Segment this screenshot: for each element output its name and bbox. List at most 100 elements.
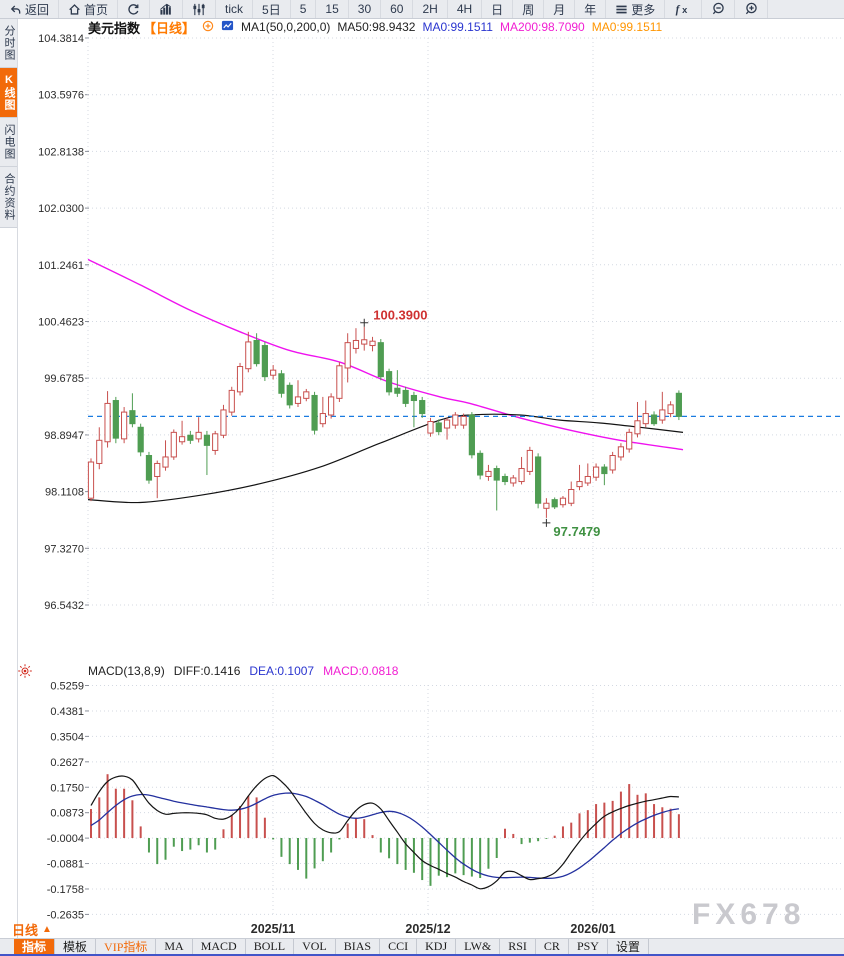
home-icon	[68, 3, 81, 16]
macd-diff-line	[90, 774, 679, 890]
toolbar-button-chart-type-candles[interactable]	[183, 0, 217, 18]
ma-settings: MA1(50,0,200,0)	[241, 20, 331, 34]
svg-text:0.3504: 0.3504	[50, 731, 84, 743]
toolbar-button-more[interactable]: 更多	[606, 0, 666, 18]
tab-kdj[interactable]: KDJ	[417, 939, 457, 954]
svg-text:-0.1758: -0.1758	[47, 884, 84, 896]
tab-macd[interactable]: MACD	[193, 939, 246, 954]
tab-templates[interactable]: 模板	[55, 939, 97, 954]
svg-text:2025/12: 2025/12	[405, 922, 450, 936]
ma50-value: MA50:98.9432	[337, 20, 416, 34]
svg-text:-0.0004: -0.0004	[47, 833, 84, 845]
toolbar-button-period-tick[interactable]: tick	[216, 0, 254, 18]
toolbar-button-label: 首页	[84, 2, 109, 17]
svg-text:0.4381: 0.4381	[50, 706, 84, 718]
indicator-settings-icon[interactable]	[17, 663, 33, 679]
tab-vip-indicators[interactable]: VIP指标	[96, 939, 157, 954]
toolbar-button-label: 日	[491, 2, 504, 17]
svg-text:f: f	[676, 4, 681, 16]
toolbar-button-period-week[interactable]: 周	[513, 0, 545, 18]
current-period-selector[interactable]: 日线 ▲	[12, 920, 52, 939]
annotations: 100.3900 97.7479	[360, 308, 600, 539]
ma0-value-orange: MA0:99.1511	[591, 20, 663, 34]
sidebar-item-contract-info[interactable]: 合约资料	[0, 167, 17, 228]
toolbar-button-zoom-in[interactable]	[735, 0, 769, 18]
area-chart-icon	[159, 3, 173, 16]
toolbar-button-zoom-out[interactable]	[702, 0, 736, 18]
tab-cci[interactable]: CCI	[380, 939, 418, 954]
svg-text:100.3900: 100.3900	[373, 308, 427, 323]
toolbar-button-period-4h[interactable]: 4H	[448, 0, 483, 18]
toolbar-button-label: 5	[299, 2, 307, 16]
current-period-label: 日线	[12, 923, 39, 938]
tab-vol[interactable]: VOL	[294, 939, 336, 954]
svg-text:x: x	[682, 5, 688, 15]
svg-text:2026/01: 2026/01	[570, 922, 615, 936]
tab-psy[interactable]: PSY	[569, 939, 608, 954]
toolbar-button-period-day[interactable]: 日	[482, 0, 514, 18]
toolbar-button-back[interactable]: 返回	[0, 0, 60, 18]
menu-icon	[615, 3, 628, 16]
svg-text:0.5259: 0.5259	[50, 680, 84, 692]
toolbar-button-period-30[interactable]: 30	[349, 0, 382, 18]
svg-text:102.0300: 102.0300	[38, 203, 84, 215]
toolbar-button-period-15[interactable]: 15	[316, 0, 349, 18]
line-chart-icon[interactable]	[221, 19, 234, 35]
sidebar-item-lightning-chart[interactable]: 闪电图	[0, 118, 17, 167]
ma0-value-blue: MA0:99.1511	[422, 20, 493, 34]
toolbar-button-period-2h[interactable]: 2H	[413, 0, 448, 18]
macd-histogram	[90, 774, 680, 886]
indicator-tabbar: 指标 模板 VIP指标 MA MACD BOLL VOL BIAS CCI KDJ LW& RSI CR…	[0, 938, 844, 956]
x-axis-labels: 2025/11 2025/12 2026/01	[251, 922, 616, 936]
toolbar-button-label: 月	[553, 2, 566, 17]
macd-header: MACD(13,8,9) DIFF:0.1416 DEA:0.1007 MACD…	[88, 664, 398, 678]
tab-boll[interactable]: BOLL	[246, 939, 295, 954]
toolbar-button-label: 5日	[262, 2, 281, 17]
tab-rsi[interactable]: RSI	[500, 939, 536, 954]
candles-icon	[192, 3, 206, 16]
period-label: 【日线】	[143, 20, 196, 36]
tab-bias[interactable]: BIAS	[336, 939, 381, 954]
toolbar-button-period-year[interactable]: 年	[575, 0, 607, 18]
add-circle-icon[interactable]	[202, 20, 214, 35]
zoom-in-icon	[744, 2, 758, 16]
watermark: FX678	[692, 898, 806, 931]
candles	[87, 326, 682, 518]
refresh-icon	[127, 3, 140, 16]
toolbar-button-label: 30	[357, 2, 372, 16]
back-icon	[9, 3, 22, 16]
svg-text:97.3270: 97.3270	[44, 543, 84, 555]
zoom-out-icon	[711, 2, 725, 16]
toolbar-button-home[interactable]: 首页	[59, 0, 119, 18]
svg-text:99.6785: 99.6785	[44, 373, 84, 385]
svg-text:-0.0881: -0.0881	[47, 859, 84, 871]
toolbar-button-period-5d[interactable]: 5日	[253, 0, 291, 18]
tab-settings[interactable]: 设置	[608, 939, 649, 954]
tab-cr[interactable]: CR	[536, 939, 569, 954]
tab-lwr[interactable]: LW&	[456, 939, 501, 954]
svg-text:0.0873: 0.0873	[50, 808, 84, 820]
toolbar-button-period-5[interactable]: 5	[291, 0, 317, 18]
svg-text:0.1750: 0.1750	[50, 782, 84, 794]
toolbar-button-period-month[interactable]: 月	[544, 0, 576, 18]
toolbar-button-chart-type-area[interactable]	[150, 0, 184, 18]
toolbar-button-label: 60	[390, 2, 404, 16]
tab-ma[interactable]: MA	[156, 939, 193, 954]
toolbar-button-label: 周	[522, 2, 535, 17]
svg-text:102.8138: 102.8138	[38, 146, 84, 158]
tab-indicators[interactable]: 指标	[14, 939, 56, 954]
sidebar-item-time-chart[interactable]: 分时图	[0, 19, 17, 68]
toolbar-button-period-60[interactable]: 60	[381, 0, 414, 18]
toolbar-button-refresh[interactable]	[118, 0, 151, 18]
svg-text:98.8947: 98.8947	[44, 430, 84, 442]
toolbar-button-label: tick	[225, 2, 244, 16]
dea-value: DEA:0.1007	[249, 664, 315, 678]
macd-value: MACD:0.0818	[323, 664, 399, 678]
svg-text:-0.2635: -0.2635	[47, 909, 84, 921]
toolbar-button-label: 2H	[422, 2, 438, 16]
sidebar-item-kline-chart[interactable]: K线图	[0, 68, 17, 118]
diff-value: DIFF:0.1416	[173, 664, 241, 678]
